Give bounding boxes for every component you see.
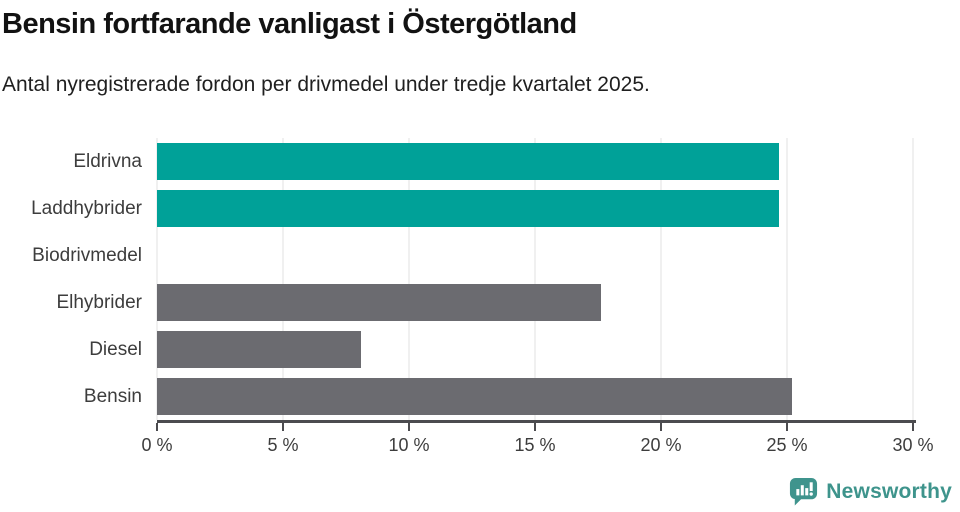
bar-row-diesel: Diesel [0, 326, 913, 373]
bar-elhybrider [157, 284, 601, 321]
gridline [534, 138, 536, 420]
x-axis-tick-mark [912, 423, 914, 431]
category-label: Biodrivmedel [32, 244, 142, 266]
bar-row-eldrivna: Eldrivna [0, 138, 913, 185]
x-axis-tick-mark [282, 423, 284, 431]
x-axis-tick-label: 15 % [514, 435, 556, 455]
gridline [282, 138, 284, 420]
newsworthy-logo: Newsworthy [788, 476, 952, 507]
bar-row-biodrivmedel: Biodrivmedel [0, 232, 913, 279]
x-axis-tick-marks [156, 423, 914, 432]
bar-track [157, 331, 913, 368]
bar-rows: Eldrivna Laddhybrider Biodrivmedel Elhybrid… [0, 138, 913, 420]
x-axis-tick-label: 10 % [388, 435, 430, 455]
x-axis-tick-label: 5 % [267, 435, 299, 455]
bar-laddhybrider [157, 190, 780, 227]
x-axis-tick-mark [408, 423, 410, 431]
category-label: Bensin [83, 385, 142, 407]
gridline [912, 138, 914, 420]
x-axis-line [157, 420, 916, 423]
x-axis-tick-mark [660, 423, 662, 431]
gridline [660, 138, 662, 420]
bar-chart: Eldrivna Laddhybrider Biodrivmedel Elhybrid… [0, 138, 934, 455]
category-label: Elhybrider [56, 291, 142, 313]
gridline [408, 138, 410, 420]
bar-chart-speech-bubble-icon [788, 476, 819, 507]
x-axis-tick-label: 0 % [141, 435, 173, 455]
x-axis-tick-mark [534, 423, 536, 431]
gridline-layer [156, 138, 914, 420]
bar-bensin [157, 378, 793, 415]
category-label: Eldrivna [73, 150, 142, 172]
x-axis-tick-label: 20 % [640, 435, 682, 455]
x-axis-tick-mark [156, 423, 158, 431]
bar-row-bensin: Bensin [0, 373, 913, 420]
x-axis-tick-labels: 0 % 5 % 10 % 15 % 20 % 25 % 30 % [141, 435, 933, 459]
bar-row-laddhybrider: Laddhybrider [0, 185, 913, 232]
chart-subtitle: Antal nyregistrerade fordon per drivmede… [2, 72, 650, 96]
bar-diesel [157, 331, 362, 368]
bar-track [157, 190, 913, 227]
bar-track [157, 284, 913, 321]
x-axis-tick-mark [786, 423, 788, 431]
gridline [786, 138, 788, 420]
bar-track [157, 378, 913, 415]
bar-track [157, 143, 913, 180]
bar-eldrivna [157, 143, 780, 180]
category-label: Laddhybrider [31, 197, 142, 219]
x-axis-tick-label: 25 % [766, 435, 808, 455]
x-axis-tick-label: 30 % [892, 435, 934, 455]
gridline [156, 138, 158, 420]
newsworthy-wordmark: Newsworthy [826, 479, 952, 503]
chart-card: Bensin fortfarande vanligast i Östergötl… [0, 7, 960, 512]
bar-track [157, 237, 913, 274]
bar-row-elhybrider: Elhybrider [0, 279, 913, 326]
category-label: Diesel [89, 338, 142, 360]
chart-title: Bensin fortfarande vanligast i Östergötl… [2, 8, 577, 40]
